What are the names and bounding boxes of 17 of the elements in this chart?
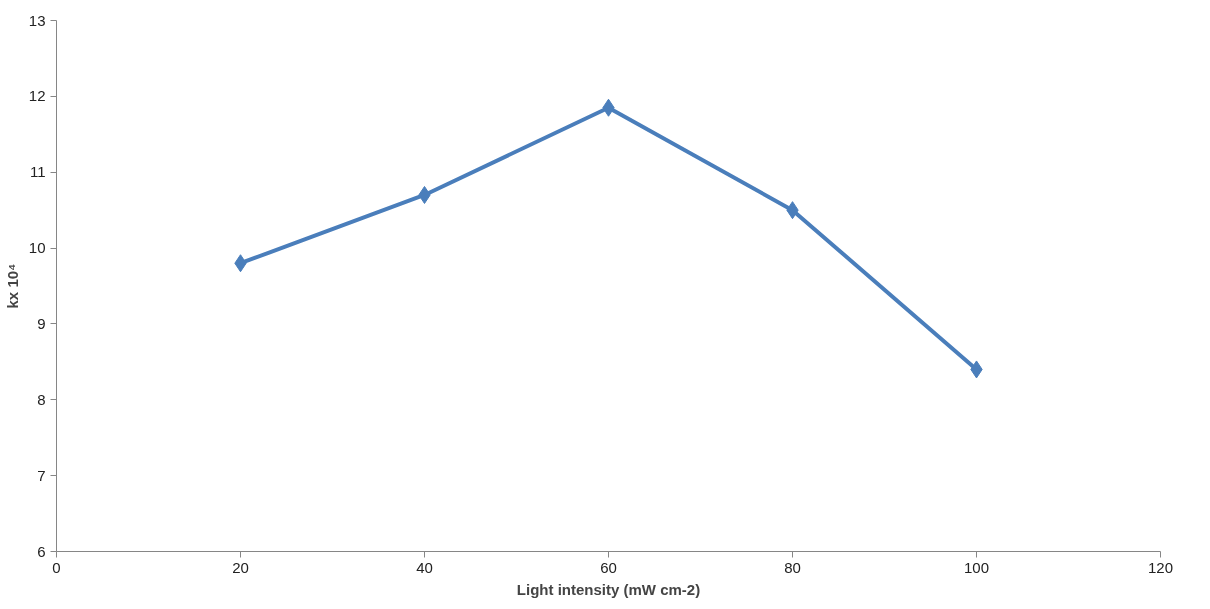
- x-tick-label: 80: [784, 558, 801, 576]
- y-tick-label: 9: [37, 314, 46, 332]
- y-tick-label: 10: [28, 239, 46, 257]
- x-axis-title: Light intensity (mW cm-2): [516, 580, 701, 598]
- x-tick-label: 20: [232, 558, 249, 576]
- x-tick-label: 100: [963, 558, 990, 576]
- y-tick-label: 11: [29, 163, 46, 181]
- y-tick-label: 12: [28, 87, 46, 105]
- x-tick-label: 40: [416, 558, 433, 576]
- y-tick-label: 7: [37, 466, 46, 484]
- y-axis-title: kx 10⁴: [3, 263, 21, 309]
- y-tick-label: 6: [37, 542, 46, 560]
- y-tick-label: 8: [37, 390, 46, 408]
- x-tick-label: 120: [1147, 558, 1174, 576]
- x-tick-label: 0: [52, 558, 61, 576]
- y-tick-label: 13: [28, 11, 46, 29]
- x-tick-label: 60: [600, 558, 617, 576]
